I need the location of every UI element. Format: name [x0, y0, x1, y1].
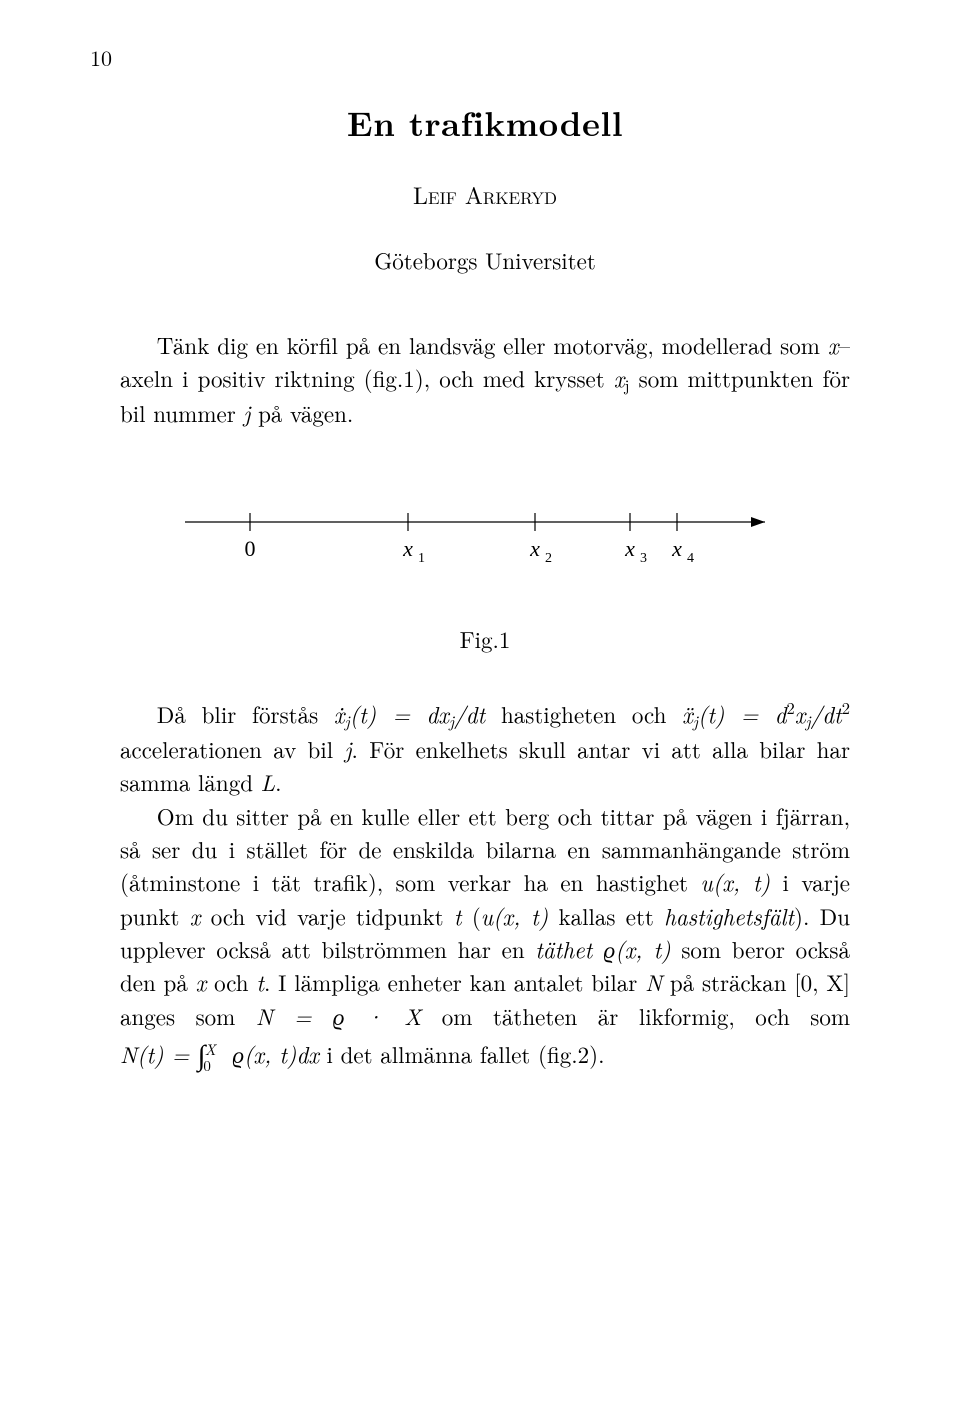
int-upper: X	[205, 1039, 216, 1060]
paren-t-2: (t) = d	[698, 697, 787, 730]
slash-dt2: /dt	[811, 697, 842, 730]
svg-text:x: x	[402, 536, 413, 561]
svg-text:3: 3	[640, 551, 647, 564]
u-args: (x, t)	[713, 865, 770, 898]
x-2: x	[795, 697, 806, 730]
p3-och: och	[206, 965, 256, 998]
slash-dt-1: /dt	[454, 697, 485, 730]
author: Leif Arkeryd	[120, 177, 850, 211]
interval: [0, X]	[794, 965, 850, 998]
svg-text:x: x	[529, 536, 540, 561]
p2-hast: hastigheten och	[485, 697, 682, 730]
paren-t-1: (t) = d	[350, 697, 439, 730]
var-x-3: x	[196, 965, 207, 998]
var-u: u	[700, 865, 712, 898]
page: 10 En trafikmodell Leif Arkeryd Göteborg…	[0, 0, 960, 1405]
sup-2-2: 2	[842, 695, 850, 719]
p3-t10: om tätheten är likformig, och som	[421, 999, 850, 1032]
tathet: täthet	[535, 932, 592, 965]
affiliation: Göteborgs Universitet	[120, 243, 850, 276]
p3-paren-open: (	[462, 899, 481, 932]
var-x-2: x	[190, 899, 201, 932]
p3-t9: anges som	[120, 999, 256, 1032]
svg-text:1: 1	[418, 551, 425, 564]
p3-t4: kallas ett	[548, 899, 664, 932]
u-args-2: (x, t)	[493, 899, 548, 932]
rho-args: (x, t)	[615, 932, 670, 965]
svg-text:0: 0	[245, 536, 256, 561]
p2-end: .	[275, 765, 281, 798]
xdot: ẋ	[334, 697, 345, 730]
page-number: 10	[90, 42, 112, 73]
rho: ϱ	[592, 932, 615, 965]
xddot: ẍ	[682, 697, 693, 730]
number-line-svg: 0x1x2x3x4	[165, 492, 805, 564]
p3-t7: . I lämpliga enheter kan antalet bilar	[264, 965, 645, 998]
p2-t1: Då blir förstås	[157, 697, 334, 730]
var-x: x	[828, 328, 839, 361]
svg-text:x: x	[671, 536, 682, 561]
var-xj: x	[614, 361, 625, 394]
hastighetsfalt: hastighetsfält	[664, 899, 794, 932]
var-N: N	[645, 965, 662, 998]
Neq: N = ϱ · X	[256, 999, 421, 1032]
figure-1: 0x1x2x3x4	[120, 492, 850, 564]
var-t: t	[454, 899, 462, 932]
title: En trafikmodell	[120, 98, 850, 147]
sup-2-1: 2	[786, 695, 794, 719]
svg-text:2: 2	[545, 551, 552, 564]
integrand: ϱ(x, t)dx	[224, 1037, 319, 1070]
paragraph-1: Tänk dig en körfil på en landsväg eller …	[120, 328, 850, 430]
var-j-2: j	[344, 732, 351, 765]
svg-text:4: 4	[687, 551, 694, 564]
paragraph-3: Om du sitter på en kulle eller ett berg …	[120, 799, 850, 1074]
p3-t8: på sträckan	[662, 965, 794, 998]
var-L: L	[261, 765, 275, 798]
p3-t11: i det allmänna fallet (fig.2).	[319, 1037, 605, 1070]
p1-text-4: på vägen.	[250, 396, 353, 429]
p3-t3: och vid varje tidpunkt	[200, 899, 453, 932]
svg-text:x: x	[624, 536, 635, 561]
paragraph-2: Då blir förstås ẋj(t) = dxj/dt hastighet…	[120, 695, 850, 799]
var-t-2: t	[256, 965, 264, 998]
p2-acc: accelerationen av bil	[120, 732, 344, 765]
x-1: x	[438, 697, 449, 730]
Nt: N(t) =	[120, 1037, 198, 1070]
var-u-2: u	[481, 899, 493, 932]
figure-1-caption: Fig.1	[120, 622, 850, 655]
p1-text-1: Tänk dig en körfil på en landsväg eller …	[157, 328, 828, 361]
